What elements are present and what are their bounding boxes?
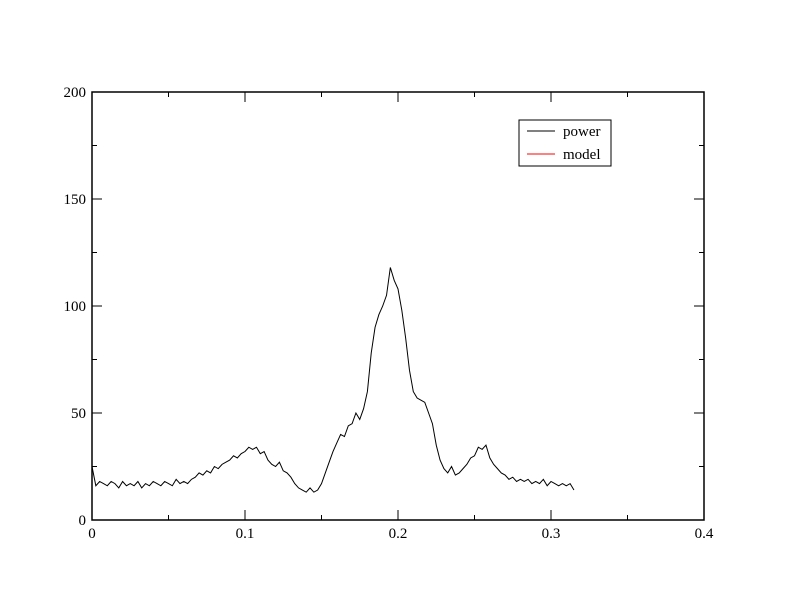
y-tick-label: 200 [64,85,87,101]
y-tick-label: 0 [79,513,87,529]
x-tick-label: 0.1 [236,526,255,542]
x-tick-label: 0.3 [542,526,561,542]
legend-label: model [563,147,601,163]
data-line [91,267,575,493]
x-tick-label: 0.2 [389,526,408,542]
legend-label: power [563,124,601,140]
y-tick-label: 50 [71,406,86,422]
x-tick-label: 0 [88,526,96,542]
legend-box [518,119,612,167]
y-tick-label: 100 [64,299,87,315]
x-tick-label: 0.4 [695,526,714,542]
y-tick-label: 150 [64,192,87,208]
